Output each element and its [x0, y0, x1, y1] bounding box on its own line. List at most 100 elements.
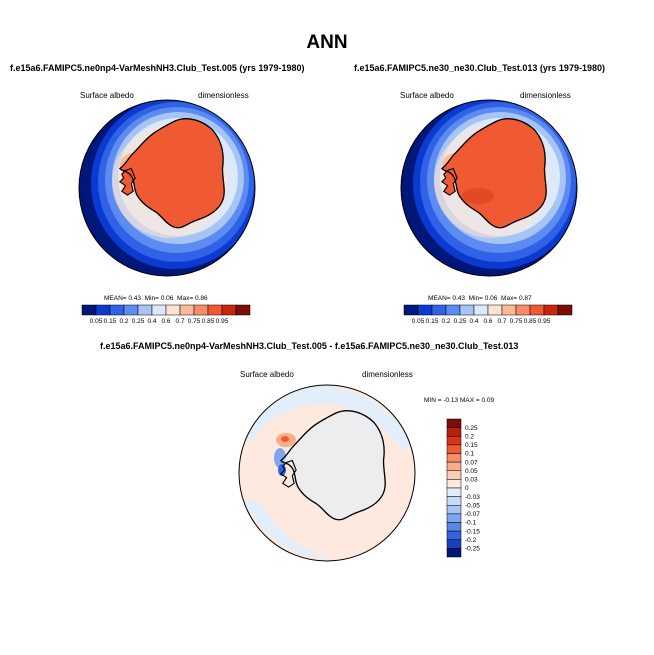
colorbar-swatch — [165, 304, 181, 316]
colorbar-tick-label: 0.7 — [497, 318, 506, 325]
mean-value: 0.43 — [128, 295, 142, 302]
colorbar-swatch — [95, 304, 111, 316]
colorbar-swatch — [446, 479, 462, 489]
panel-3-map — [238, 384, 416, 562]
panel-3-colorbar: 0.250.2 0.15 0.10.07 0.05 0.030 -0.03-0.05 -0.… — [446, 418, 480, 558]
colorbar-swatch — [81, 304, 97, 316]
colorbar-tick-label: 0.25 — [454, 318, 467, 325]
panel-2-colorbar: 0.05 0.15 0.2 0.25 0.4 0.6 0.7 0.75 0.85 0.95 — [403, 304, 573, 325]
colorbar-tick-label: 0.2 — [441, 318, 450, 325]
colorbar-tick-label: 0.75 — [510, 318, 523, 325]
colorbar-tick-label: 0.05 — [465, 468, 478, 475]
colorbar-tick-label: 0.2 — [465, 433, 474, 440]
colorbar-swatch — [446, 427, 462, 437]
colorbar-tick-label: 0.05 — [412, 318, 425, 325]
colorbar-tick-label: 0.1 — [465, 451, 474, 458]
colorbar-swatch — [501, 304, 517, 316]
colorbar-swatch — [445, 304, 461, 316]
panel-2-units-label: dimensionless — [520, 91, 571, 100]
main-title: ANN — [306, 32, 348, 53]
mean-label: MEAN= — [428, 295, 451, 302]
max-label: Max= — [501, 295, 518, 302]
colorbar-swatch — [151, 304, 167, 316]
min-value: -0.13 — [443, 397, 459, 404]
albedo-diff-field — [240, 385, 412, 559]
max-label: Max= — [177, 295, 194, 302]
panel-3-title: f.e15a6.FAMIPC5.ne0np4-VarMeshNH3.Club_T… — [100, 341, 519, 351]
colorbar-swatch — [446, 461, 462, 471]
colorbar-swatch — [446, 522, 462, 532]
colorbar-tick-label: -0.03 — [465, 494, 480, 501]
colorbar-swatch — [446, 530, 462, 540]
max-label: MAX = — [459, 397, 480, 404]
colorbar-tick-label: -0.15 — [465, 528, 480, 535]
colorbar-tick-label: 0.15 — [465, 442, 478, 449]
map-boundary — [400, 99, 578, 277]
panel-1-stats: MEAN= 0.43 Min= 0.06 Max= 0.86 — [104, 295, 208, 302]
colorbar-tick-label: 0.25 — [132, 318, 145, 325]
panel-1-field-label: Surface albedo — [80, 91, 134, 100]
colorbar-tick-label: 0.85 — [202, 318, 215, 325]
colorbar-swatch — [446, 505, 462, 515]
min-value: 0.06 — [160, 295, 174, 302]
colorbar-swatch — [207, 304, 223, 316]
colorbar-tick-label: 0.05 — [90, 318, 103, 325]
colorbar-swatch — [179, 304, 195, 316]
mean-label: MEAN= — [104, 295, 127, 302]
colorbar-swatch — [515, 304, 531, 316]
colorbar-swatch — [446, 548, 462, 558]
colorbar-swatch — [137, 304, 153, 316]
colorbar-tick-label: -0.07 — [465, 511, 480, 518]
colorbar-swatch — [446, 487, 462, 497]
colorbar-swatch — [123, 304, 139, 316]
panel-1-units-label: dimensionless — [198, 91, 249, 100]
colorbar-swatch — [431, 304, 447, 316]
albedo-field-2 — [401, 100, 577, 276]
max-value: 0.09 — [481, 397, 495, 404]
colorbar-swatch — [417, 304, 433, 316]
albedo-field-1 — [79, 100, 255, 276]
colorbar-swatch — [109, 304, 125, 316]
colorbar-swatch — [403, 304, 419, 316]
panel-1-title: f.e15a6.FAMIPC5.ne0np4-VarMeshNH3.Club_T… — [10, 63, 305, 73]
colorbar-tick-label: 0.2 — [119, 318, 128, 325]
min-label: Min= — [468, 295, 483, 302]
colorbar-tick-label: 0.4 — [469, 318, 478, 325]
min-value: 0.06 — [484, 295, 498, 302]
panel-2-stats: MEAN= 0.43 Min= 0.06 Max= 0.87 — [428, 295, 532, 302]
colorbar-swatch — [487, 304, 503, 316]
colorbar-swatch — [446, 444, 462, 454]
min-label: Min= — [144, 295, 159, 302]
colorbar-swatch — [446, 496, 462, 506]
colorbar-tick-label: 0.07 — [465, 459, 478, 466]
colorbar-tick-label: 0.03 — [465, 477, 478, 484]
panel-2-title: f.e15a6.FAMIPC5.ne30_ne30.Club_Test.013 … — [354, 63, 605, 73]
colorbar-swatch — [446, 418, 462, 428]
colorbar-swatch — [529, 304, 545, 316]
colorbar-swatch — [446, 453, 462, 463]
colorbar-swatch — [446, 436, 462, 446]
colorbar-swatch — [459, 304, 475, 316]
max-value: 0.87 — [518, 295, 532, 302]
colorbar-tick-label: 0.7 — [175, 318, 184, 325]
colorbar-swatch — [473, 304, 489, 316]
colorbar-tick-label: -0.25 — [465, 546, 480, 553]
colorbar-swatch — [235, 304, 251, 316]
max-value: 0.86 — [194, 295, 208, 302]
colorbar-tick-label: 0 — [465, 485, 469, 492]
colorbar-swatch — [543, 304, 559, 316]
panel-3-field-label: Surface albedo — [240, 370, 294, 379]
panel-3-units-label: dimensionless — [362, 370, 413, 379]
colorbar-tick-label: 0.4 — [147, 318, 156, 325]
panel-2-field-label: Surface albedo — [400, 91, 454, 100]
colorbar-swatch — [446, 513, 462, 523]
colorbar-tick-label: 0.15 — [426, 318, 439, 325]
colorbar-swatch — [221, 304, 237, 316]
colorbar-tick-label: 0.85 — [524, 318, 537, 325]
colorbar-tick-label: 0.6 — [161, 318, 170, 325]
map-boundary — [78, 99, 256, 277]
panel-3-stats: MIN = -0.13 MAX = 0.09 — [424, 397, 494, 404]
colorbar-tick-label: 0.6 — [483, 318, 492, 325]
panel-1-map — [78, 99, 256, 277]
